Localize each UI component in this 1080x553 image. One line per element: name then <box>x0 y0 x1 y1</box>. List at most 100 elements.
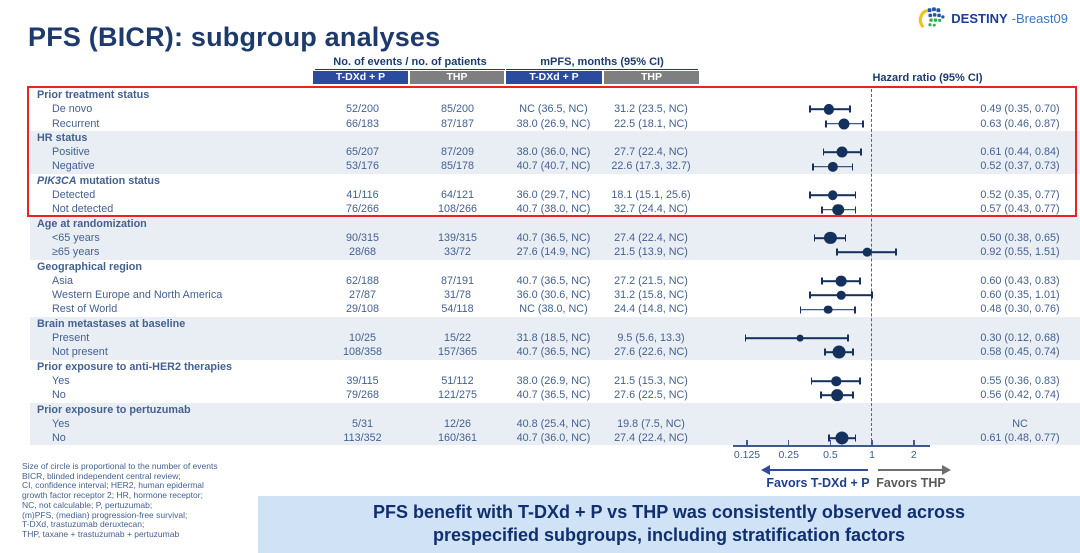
events-tdxd-p: 79/268 <box>345 389 380 402</box>
hr-value: 0.50 (0.38, 0.65) <box>980 231 1060 244</box>
ci-cap-low <box>808 191 811 199</box>
table-row: <65 years 90/315 139/315 40.7 (36.5, NC) 27.… <box>30 231 1080 245</box>
hr-value: 0.30 (0.12, 0.68) <box>980 332 1060 345</box>
table-row: De novo 52/200 85/200 NC (36.5, NC) 31.2 (23… <box>30 102 1080 116</box>
subgroup-block: Age at randomization <65 years 90/315 139/3… <box>30 216 1080 260</box>
ci-cap-low <box>813 234 816 242</box>
hr-point <box>862 248 872 257</box>
table-row: No 113/352 160/361 40.7 (36.0, NC) 27.4 (22.… <box>30 431 1080 445</box>
events-tdxd-p: 28/68 <box>348 246 377 259</box>
events-thp: 108/266 <box>437 203 478 216</box>
footnote-line: THP, taxane + trastuzumab + pertuzumab <box>22 528 180 539</box>
subgroup-label: Yes <box>52 417 70 430</box>
table-row: Not detected 76/266 108/266 40.7 (38.0, NC)… <box>30 202 1080 216</box>
ci-cap-low <box>799 306 802 314</box>
events-thp: 87/191 <box>440 274 475 287</box>
subgroup-label: Yes <box>52 374 70 387</box>
destiny-logo-icon <box>919 7 945 28</box>
mpfs-thp: 22.5 (18.1, NC) <box>614 117 688 130</box>
favors-tdxd-label: Favors T-DXd + P <box>766 476 870 490</box>
subgroup-label: <65 years <box>52 231 100 244</box>
ci-cap-low <box>822 148 825 156</box>
events-thp: 121/275 <box>437 389 478 402</box>
events-thp: 139/315 <box>437 231 478 244</box>
ci-cap-low <box>821 277 823 285</box>
mpfs-tdxd-p: 40.7 (36.5, NC) <box>516 231 591 244</box>
forest-plot-cell <box>700 374 960 388</box>
subgroup-block: HR status Positive 65/207 87/209 38.0 (36.0,… <box>30 130 1080 174</box>
footnote-line: CI, confidence interval; HER2, human epi… <box>22 480 204 491</box>
subgroup-block: PIK3CA mutation status Detected 41/116 64/1… <box>30 174 1080 217</box>
mpfs-thp: 27.7 (22.4, NC) <box>614 146 688 159</box>
mpfs-thp: 27.6 (22.6, NC) <box>614 346 688 359</box>
mpfs-thp: 31.2 (23.5, NC) <box>614 103 688 116</box>
hr-point <box>823 305 833 314</box>
events-thp: 85/200 <box>440 103 475 116</box>
subgroup-block: Prior exposure to anti-HER2 therapies Yes… <box>30 360 1080 403</box>
ci-cap-high <box>844 234 847 242</box>
subgroup-label: Not detected <box>52 203 114 216</box>
footnote-line: Size of circle is proportional to the nu… <box>22 461 218 471</box>
table-row: Yes 39/115 51/112 38.0 (26.9, NC) 21.5 (15.3… <box>30 374 1080 388</box>
ci-cap-low <box>744 334 747 342</box>
hr-value: 0.63 (0.46, 0.87) <box>980 117 1060 130</box>
hr-value: 0.52 (0.35, 0.77) <box>980 189 1060 202</box>
table-row: Present 10/25 15/22 31.8 (18.5, NC) 9.5 (5.6… <box>30 331 1080 345</box>
hr-value: 0.55 (0.36, 0.83) <box>980 374 1060 387</box>
mpfs-thp: 27.4 (22.4, NC) <box>614 231 688 244</box>
subgroup-label: ≥65 years <box>52 246 100 259</box>
ci-cap-low <box>821 206 823 214</box>
events-thp: 15/22 <box>443 332 472 345</box>
favors-tdxd-arrow-icon <box>761 464 868 476</box>
mpfs-tdxd-p: 40.7 (38.0, NC) <box>516 203 591 216</box>
hr-value: 0.52 (0.37, 0.73) <box>980 160 1060 173</box>
mpfs-thp: 27.2 (21.5, NC) <box>614 274 688 287</box>
mpfs-tdxd-p: 38.0 (26.9, NC) <box>516 374 591 387</box>
group-header-row: Prior treatment status <box>37 89 150 101</box>
mpfs-tdxd-p: 40.7 (36.5, NC) <box>516 389 591 402</box>
ci-cap-high <box>849 105 851 113</box>
axis-tick-mark <box>871 440 873 447</box>
events-thp: 31/78 <box>443 289 472 302</box>
events-thp: 85/178 <box>440 160 475 173</box>
footnotes: Size of circle is proportional to the nu… <box>22 461 218 540</box>
table-row: Recurrent 66/183 87/187 38.0 (26.9, NC) 22.5… <box>30 117 1080 131</box>
mpfs-tdxd-p: 38.0 (26.9, NC) <box>516 117 591 130</box>
subgroup-label: De novo <box>52 103 93 116</box>
ci-cap-high <box>851 163 854 171</box>
hr-value: 0.56 (0.42, 0.74) <box>980 389 1060 402</box>
ci-cap-low <box>827 434 830 442</box>
mpfs-thp: 32.7 (24.4, NC) <box>614 203 688 216</box>
mpfs-thp: 18.1 (15.1, 25.6) <box>611 189 691 202</box>
group-header-row: Brain metastases at baseline <box>37 317 186 330</box>
subgroup-label: Rest of World <box>52 303 118 316</box>
column-header-hazard-ratio: Hazard ratio (95% CI) <box>872 72 983 84</box>
events-thp: 54/118 <box>441 303 474 316</box>
ci-cap-high <box>854 434 857 442</box>
events-tdxd-p: 90/315 <box>345 231 380 244</box>
mpfs-tdxd-p: 40.7 (40.7, NC) <box>516 160 591 173</box>
mpfs-tdxd-p: 36.0 (30.6, NC) <box>516 289 591 302</box>
mpfs-thp: 21.5 (15.3, NC) <box>614 374 688 387</box>
table-row: ≥65 years 28/68 33/72 27.6 (14.9, NC) 21.5 (… <box>30 245 1080 259</box>
hr-value: 0.57 (0.43, 0.77) <box>980 203 1060 216</box>
subgroup-label: No <box>52 432 66 445</box>
subgroup-label: Not present <box>52 346 108 359</box>
destiny-breast09-logo: DESTINY -Breast09 <box>917 6 1068 30</box>
table-row: Detected 41/116 64/121 36.0 (29.7, NC) 18.1 … <box>30 188 1080 202</box>
ci-cap-high <box>859 277 861 285</box>
subgroup-block: Brain metastases at baseline Present 10/25… <box>30 316 1080 360</box>
events-tdxd-p: 65/207 <box>345 146 380 159</box>
table-row: Asia 62/188 87/191 40.7 (36.5, NC) 27.2 (21.… <box>30 274 1080 288</box>
ci-cap-low <box>808 105 811 113</box>
forest-plot-cell <box>700 302 960 316</box>
events-thp: 87/187 <box>440 117 475 130</box>
axis-tick-label: 2 <box>910 449 917 461</box>
group-header-row: Geographical region <box>37 260 142 273</box>
events-tdxd-p: 41/116 <box>346 189 379 202</box>
forest-plot-cell <box>700 245 960 259</box>
hr-value: 0.61 (0.44, 0.84) <box>980 146 1060 159</box>
forest-plot-cell <box>700 117 960 131</box>
hr-point <box>835 431 849 445</box>
mpfs-thp: 22.6 (17.3, 32.7) <box>611 160 691 173</box>
